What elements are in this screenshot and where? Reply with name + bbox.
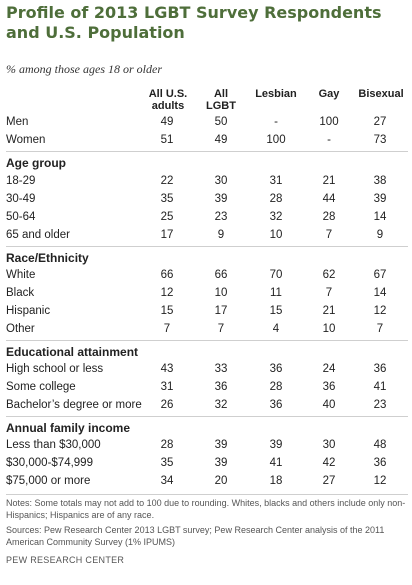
column-header-all-lgbt: All LGBT xyxy=(206,88,236,112)
divider xyxy=(6,246,408,247)
divider xyxy=(6,416,408,417)
table-row-white: White 66 66 70 62 67 xyxy=(6,269,387,281)
table-row-less-than-30000: Less than $30,000 28 39 39 30 48 xyxy=(6,439,387,451)
table-row-some-college: Some college 31 36 28 36 41 xyxy=(6,381,387,393)
section-heading-race-ethnicity: Race/Ethnicity xyxy=(6,251,89,265)
page-title: Profile of 2013 LGBT Survey Respondents … xyxy=(6,3,382,42)
table-row-hispanic: Hispanic 15 17 15 21 12 xyxy=(6,305,387,317)
table-row-women: Women 51 49 100 - 73 xyxy=(6,134,387,146)
table-row-men: Men 49 50 - 100 27 xyxy=(6,116,387,128)
column-header-lesbian: Lesbian xyxy=(255,88,297,100)
divider xyxy=(6,340,408,341)
table-row-high-school-or-less: High school or less 43 33 36 24 36 xyxy=(6,363,387,375)
column-header-gay: Gay xyxy=(318,88,340,100)
table-row-other: Other 7 7 4 10 7 xyxy=(6,323,384,335)
notes: Notes: Some totals may not add to 100 du… xyxy=(6,498,406,520)
table-row-bachelors-degree-or-more: Bachelor’s degree or more 26 32 36 40 23 xyxy=(6,399,387,411)
table-row-18-29: 18-29 22 30 31 21 38 xyxy=(6,175,387,187)
table-row-75000-or-more: $75,000 or more 34 20 18 27 12 xyxy=(6,475,387,487)
table-row-30-49: 30-49 35 39 28 44 39 xyxy=(6,193,387,205)
subtitle: % among those ages 18 or older xyxy=(6,62,162,76)
sources: Sources: Pew Research Center 2013 LGBT s… xyxy=(6,525,385,547)
table-row-black: Black 12 10 11 7 14 xyxy=(6,287,387,299)
table-row-30000-74999: $30,000-$74,999 35 39 41 42 36 xyxy=(6,457,387,469)
column-header-bisexual: Bisexual xyxy=(358,88,404,100)
table-row-50-64: 50-64 25 23 32 28 14 xyxy=(6,211,387,223)
section-heading-age-group: Age group xyxy=(6,156,66,170)
divider xyxy=(6,151,408,152)
section-heading-annual-family-income: Annual family income xyxy=(6,421,131,435)
section-heading-educational-attainment: Educational attainment xyxy=(6,345,139,359)
divider xyxy=(6,494,408,495)
footer-attribution: PEW RESEARCH CENTER xyxy=(6,555,125,565)
column-header-all-us-adults: All U.S. adults xyxy=(148,88,188,112)
table-row-65-and-older: 65 and older 17 9 10 7 9 xyxy=(6,229,384,241)
